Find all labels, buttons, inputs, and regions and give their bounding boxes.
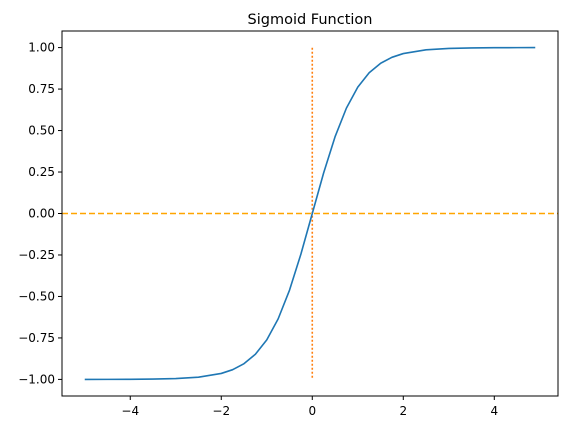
y-tick-label: 0.00 (28, 207, 55, 221)
chart-title: Sigmoid Function (248, 12, 373, 28)
x-tick-label: −4 (121, 404, 139, 418)
x-tick-label: 4 (490, 404, 498, 418)
y-tick-label: −1.00 (18, 372, 55, 386)
plot-frame (61, 30, 559, 397)
x-tick-label: 2 (399, 404, 407, 418)
sigmoid-curve-line (84, 46, 536, 381)
x-tick-label: 0 (308, 404, 316, 418)
y-tick-label: −0.50 (18, 289, 55, 303)
y-tick-label: −0.75 (18, 331, 55, 345)
y-tick-label: 0.25 (28, 165, 55, 179)
y-tick-label: 0.50 (28, 124, 55, 138)
y-tick-label: 0.75 (28, 82, 55, 96)
y-tick-label: 1.00 (28, 41, 55, 55)
x-tick-label: −2 (212, 404, 230, 418)
y-tick-label: −0.25 (18, 248, 55, 262)
